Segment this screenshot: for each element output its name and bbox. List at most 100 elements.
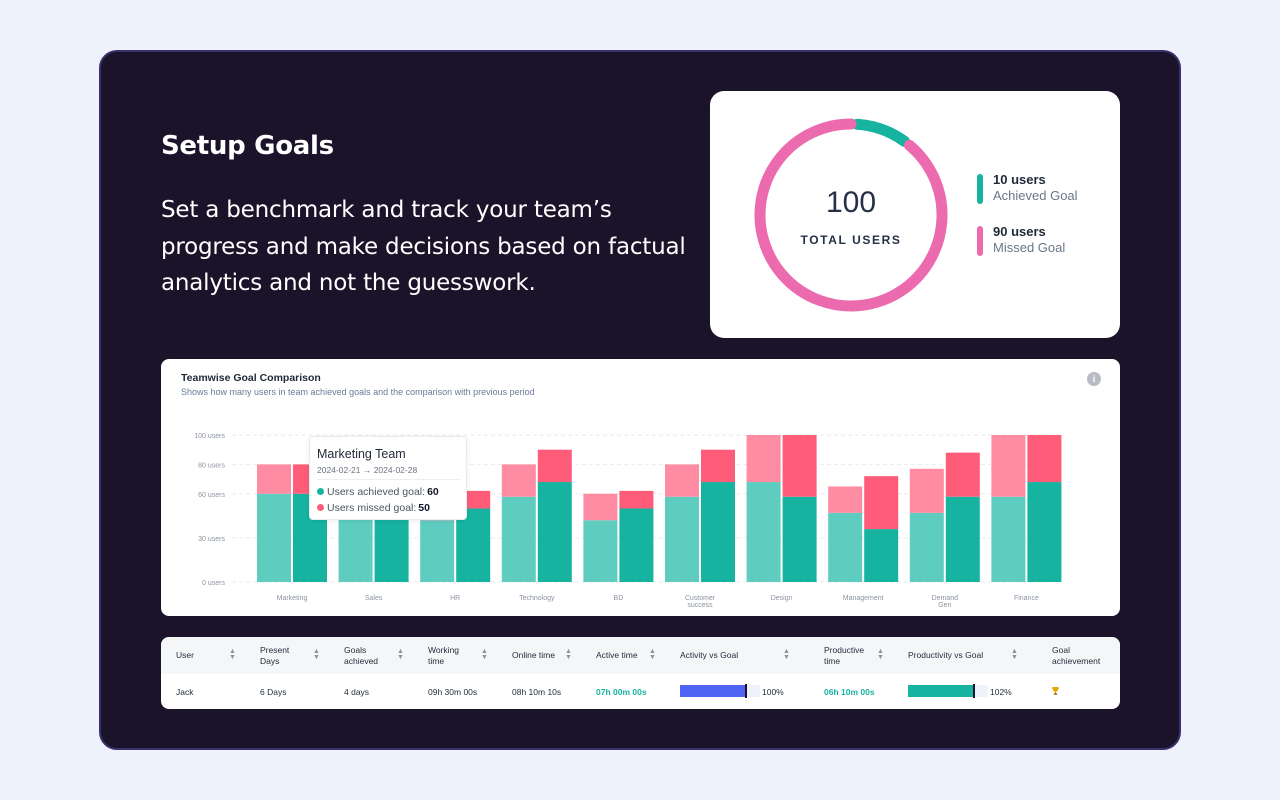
bar-demand-gen-achieved-2[interactable] <box>945 496 980 582</box>
x-tick-label-customer-success: Customer success <box>685 595 716 609</box>
bar-bd-achieved-2[interactable] <box>619 508 654 583</box>
y-tick-label: 80 users <box>198 462 225 469</box>
goal-summary-card <box>710 91 1120 338</box>
tooltip-achieved-value: 60 <box>427 486 439 498</box>
bar-technology-achieved-2[interactable] <box>537 482 572 582</box>
col-user-label: User <box>176 650 194 660</box>
sort-icon[interactable]: ▲ ▼ <box>877 648 884 661</box>
bar-customer-success-missed-2[interactable] <box>701 449 735 483</box>
cell-active-time: 07h 00m 00s <box>596 687 647 697</box>
donut-slice-missed-goal <box>754 118 948 312</box>
bar-finance-missed-2[interactable] <box>1027 435 1062 483</box>
productivity-progress-bar <box>908 684 988 698</box>
tooltip-title: Marketing Team <box>317 447 406 461</box>
bar-design-achieved-2[interactable] <box>782 496 817 582</box>
bar-management-missed-1[interactable] <box>828 486 863 513</box>
x-tick-label-marketing: Marketing <box>277 595 308 602</box>
bar-customer-success-missed-1[interactable] <box>665 464 699 497</box>
sort-icon[interactable]: ▲ ▼ <box>313 648 320 661</box>
bar-design-missed-2[interactable] <box>782 435 817 497</box>
col-productivity-label: Productivity vs Goal <box>908 650 984 660</box>
legend-achieved-label: Achieved Goal <box>993 188 1078 203</box>
achieved-dot-icon <box>317 488 324 495</box>
sort-icon[interactable]: ▲ ▼ <box>229 648 236 661</box>
cell-online-time: 08h 10m 10s <box>512 687 562 697</box>
cell-goals-achieved: 4 days <box>344 687 370 697</box>
bar-design-missed-1[interactable] <box>746 435 781 483</box>
productivity-progress-fill <box>908 685 974 697</box>
tooltip-missed-label: Users missed goal: <box>327 502 417 514</box>
bar-demand-gen-achieved-1[interactable] <box>909 512 944 582</box>
cell-activity-percent: 100% <box>762 687 784 697</box>
y-tick-label: 30 users <box>198 536 225 543</box>
activity-goal-marker <box>744 684 747 698</box>
col-active-label: Active time <box>596 650 638 660</box>
bar-customer-success-achieved-1[interactable] <box>665 496 699 582</box>
bar-bd-missed-1[interactable] <box>583 493 618 521</box>
bar-customer-success-achieved-2[interactable] <box>701 482 735 582</box>
col-achievement-line1: Goal <box>1052 644 1070 655</box>
col-productive-line1: Productive <box>824 644 865 655</box>
col-header-user[interactable]: User <box>176 637 194 674</box>
chart-tooltip: Marketing Team 2024-02-21 → 2024-02-28 U… <box>309 436 467 520</box>
tooltip-achieved-row: Users achieved goal: 60 <box>317 486 439 498</box>
sort-icon[interactable]: ▲ ▼ <box>783 648 790 661</box>
bar-technology-missed-1[interactable] <box>501 464 536 497</box>
missed-dot-icon <box>317 504 324 511</box>
col-header-activity-vs-goal[interactable]: Activity vs Goal <box>680 637 738 674</box>
sort-icon[interactable]: ▲ ▼ <box>397 648 404 661</box>
user-goal-table: User ▲ ▼ Present Days ▲ ▼ Goals achieved ▲ ▼ … <box>161 637 1120 709</box>
bar-finance-achieved-1[interactable] <box>991 496 1026 582</box>
col-header-productive-time[interactable]: Productive time <box>824 637 864 674</box>
bar-hr-achieved-2[interactable] <box>456 508 491 583</box>
bar-management-missed-2[interactable] <box>864 476 899 530</box>
x-tick-label-management: Management <box>843 595 884 602</box>
col-goals-line2: achieved <box>344 655 379 666</box>
col-header-productivity-vs-goal[interactable]: Productivity vs Goal <box>908 637 983 674</box>
legend-achieved-count: 10 users <box>993 172 1046 187</box>
col-header-online-time[interactable]: Online time <box>512 637 555 674</box>
tooltip-missed-row: Users missed goal: 50 <box>317 502 430 514</box>
col-header-goal-achievement[interactable]: Goal achievement <box>1052 637 1100 674</box>
info-icon[interactable]: i <box>1087 372 1101 386</box>
sort-icon[interactable]: ▲ ▼ <box>481 648 488 661</box>
col-header-active-time[interactable]: Active time <box>596 637 638 674</box>
bar-management-achieved-2[interactable] <box>864 529 899 582</box>
col-present-line2: Days <box>260 655 280 666</box>
sort-icon[interactable]: ▲ ▼ <box>649 648 656 661</box>
activity-progress-fill <box>680 685 746 697</box>
bar-finance-missed-1[interactable] <box>991 435 1026 497</box>
bar-management-achieved-1[interactable] <box>828 512 863 582</box>
y-tick-label: 0 users <box>202 580 225 587</box>
donut-slice-achieved-goal <box>851 118 910 147</box>
col-productive-line2: time <box>824 655 841 666</box>
cell-productive-time: 06h 10m 00s <box>824 687 875 697</box>
bar-bd-missed-2[interactable] <box>619 490 654 509</box>
bar-technology-achieved-1[interactable] <box>501 496 536 582</box>
col-header-present-days[interactable]: Present Days <box>260 637 289 674</box>
bar-bd-achieved-1[interactable] <box>583 520 618 582</box>
bar-demand-gen-missed-1[interactable] <box>909 468 944 513</box>
bar-marketing-achieved-1[interactable] <box>257 493 291 582</box>
bar-finance-achieved-2[interactable] <box>1027 482 1062 582</box>
x-tick-label-bd: BD <box>614 595 624 602</box>
col-activity-label: Activity vs Goal <box>680 650 739 660</box>
bar-design-achieved-1[interactable] <box>746 482 781 582</box>
sort-icon[interactable]: ▲ ▼ <box>565 648 572 661</box>
total-users-label: TOTAL USERS <box>800 233 902 247</box>
bar-hr-achieved-1[interactable] <box>420 520 455 582</box>
activity-progress-bar <box>680 684 760 698</box>
cell-user: Jack <box>176 687 194 697</box>
col-present-line1: Present <box>260 644 290 655</box>
sort-icon[interactable]: ▲ ▼ <box>1011 648 1018 661</box>
tooltip-divider <box>317 479 461 480</box>
bar-marketing-missed-1[interactable] <box>257 464 291 494</box>
y-tick-label: 60 users <box>198 492 225 499</box>
col-header-goals-achieved[interactable]: Goals achieved <box>344 637 378 674</box>
bar-demand-gen-missed-2[interactable] <box>945 452 980 497</box>
cell-productivity-percent: 102% <box>990 687 1012 697</box>
x-tick-label-design: Design <box>771 595 793 602</box>
bar-technology-missed-2[interactable] <box>537 449 572 483</box>
col-header-working-time[interactable]: Working time <box>428 637 459 674</box>
